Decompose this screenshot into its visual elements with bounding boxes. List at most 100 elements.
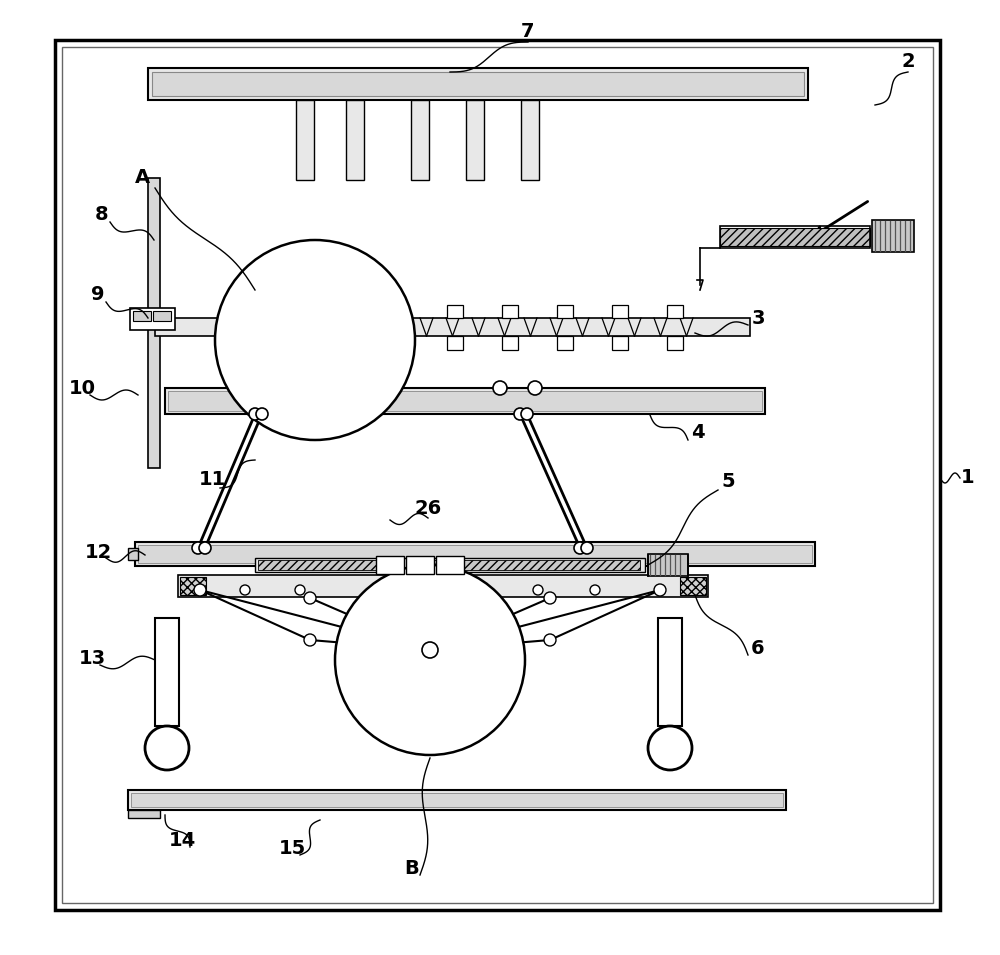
Bar bbox=[153, 311, 171, 321]
Circle shape bbox=[243, 381, 257, 395]
Bar bbox=[521, 100, 539, 180]
Circle shape bbox=[514, 408, 526, 420]
Text: A: A bbox=[134, 168, 150, 187]
Bar bbox=[667, 336, 683, 350]
Bar bbox=[557, 305, 573, 318]
Circle shape bbox=[574, 542, 586, 554]
Bar bbox=[502, 305, 518, 318]
Text: 7: 7 bbox=[521, 23, 535, 41]
Bar bbox=[658, 618, 682, 726]
Bar bbox=[447, 305, 463, 318]
Bar bbox=[612, 305, 628, 318]
Bar bbox=[720, 226, 870, 248]
Bar bbox=[62, 47, 933, 903]
Text: 10: 10 bbox=[68, 378, 96, 397]
Bar bbox=[648, 554, 688, 576]
Bar bbox=[128, 790, 786, 810]
Circle shape bbox=[533, 585, 543, 595]
Bar bbox=[667, 305, 683, 318]
Circle shape bbox=[648, 726, 692, 770]
Bar bbox=[138, 545, 812, 563]
Circle shape bbox=[455, 585, 465, 595]
Bar bbox=[346, 100, 364, 180]
Bar bbox=[178, 575, 708, 597]
Circle shape bbox=[544, 634, 556, 646]
Circle shape bbox=[240, 585, 250, 595]
Bar bbox=[296, 100, 314, 180]
Bar bbox=[557, 336, 573, 350]
Bar bbox=[128, 548, 138, 560]
Text: B: B bbox=[405, 859, 419, 878]
Bar bbox=[337, 336, 353, 350]
Circle shape bbox=[215, 240, 415, 440]
Text: 11: 11 bbox=[198, 471, 226, 490]
Circle shape bbox=[192, 542, 204, 554]
Text: 6: 6 bbox=[751, 639, 765, 657]
Circle shape bbox=[528, 381, 542, 395]
Circle shape bbox=[521, 408, 533, 420]
Circle shape bbox=[304, 634, 316, 646]
Circle shape bbox=[249, 408, 261, 420]
Text: 14: 14 bbox=[168, 831, 196, 850]
Circle shape bbox=[295, 585, 305, 595]
Bar bbox=[680, 577, 706, 595]
Circle shape bbox=[493, 381, 507, 395]
Bar bbox=[148, 178, 160, 468]
Bar bbox=[502, 336, 518, 350]
Circle shape bbox=[375, 585, 385, 595]
Circle shape bbox=[304, 592, 316, 604]
Bar bbox=[447, 336, 463, 350]
Bar bbox=[282, 336, 298, 350]
Bar bbox=[131, 793, 783, 807]
Bar bbox=[376, 556, 404, 574]
Bar bbox=[155, 318, 750, 336]
Circle shape bbox=[581, 542, 593, 554]
Text: 1: 1 bbox=[961, 469, 975, 487]
Bar bbox=[148, 68, 808, 100]
Bar bbox=[130, 308, 175, 330]
Bar bbox=[152, 72, 804, 96]
Circle shape bbox=[145, 726, 189, 770]
Bar bbox=[165, 388, 765, 414]
Text: 4: 4 bbox=[691, 422, 705, 441]
Bar bbox=[133, 311, 151, 321]
Bar bbox=[415, 560, 640, 570]
Bar bbox=[282, 305, 298, 318]
Text: 13: 13 bbox=[78, 648, 106, 668]
Bar bbox=[180, 577, 206, 595]
Bar bbox=[436, 556, 464, 574]
Bar bbox=[337, 305, 353, 318]
Bar bbox=[406, 556, 434, 574]
Text: 5: 5 bbox=[721, 473, 735, 492]
Bar bbox=[612, 336, 628, 350]
Text: 15: 15 bbox=[278, 838, 306, 858]
Circle shape bbox=[199, 542, 211, 554]
Circle shape bbox=[544, 592, 556, 604]
Circle shape bbox=[335, 565, 525, 755]
Bar bbox=[128, 810, 160, 818]
Bar bbox=[411, 100, 429, 180]
Text: 26: 26 bbox=[414, 499, 442, 518]
Text: 3: 3 bbox=[751, 308, 765, 328]
Circle shape bbox=[194, 584, 206, 596]
Bar bbox=[872, 220, 914, 252]
Bar bbox=[255, 558, 645, 572]
Circle shape bbox=[590, 585, 600, 595]
Circle shape bbox=[422, 642, 438, 658]
Bar bbox=[258, 560, 388, 570]
Bar bbox=[466, 100, 484, 180]
Bar bbox=[720, 228, 870, 246]
Bar bbox=[168, 391, 762, 411]
Text: 12: 12 bbox=[84, 542, 112, 562]
Bar bbox=[392, 336, 408, 350]
Bar bbox=[155, 618, 179, 726]
Bar bbox=[392, 305, 408, 318]
Circle shape bbox=[278, 381, 292, 395]
Circle shape bbox=[654, 584, 666, 596]
Bar bbox=[135, 542, 815, 566]
Bar bbox=[55, 40, 940, 910]
Text: 2: 2 bbox=[901, 53, 915, 72]
Text: 8: 8 bbox=[95, 205, 109, 224]
Circle shape bbox=[256, 408, 268, 420]
Text: 9: 9 bbox=[91, 286, 105, 305]
